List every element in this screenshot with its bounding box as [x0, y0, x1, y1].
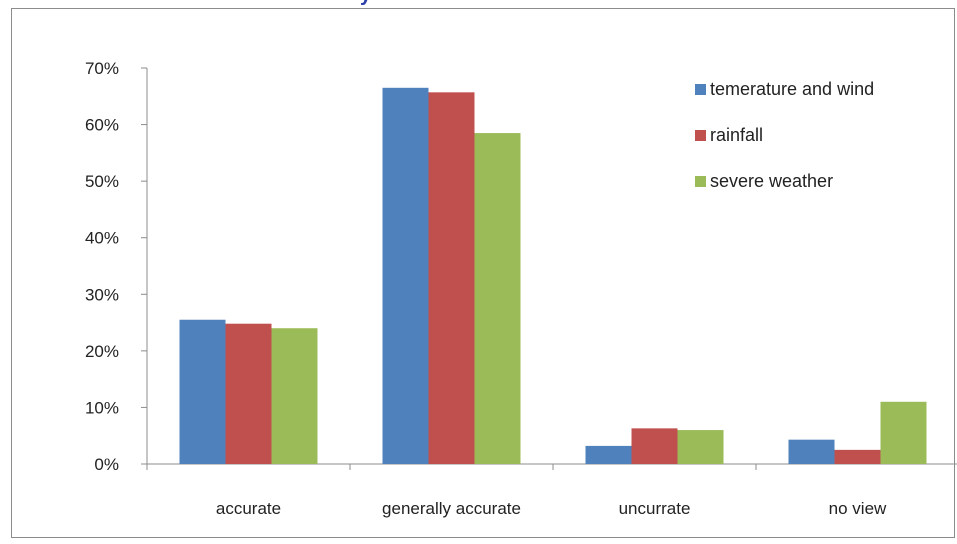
legend-label: rainfall: [710, 125, 763, 145]
axes: 0% 10% 20% 30% 40% 50% 60% 70% accurate generally…: [85, 59, 957, 518]
bar: [474, 133, 521, 465]
y-tick-label: 40%: [85, 229, 119, 248]
y-tick-label: 20%: [85, 342, 119, 361]
x-tick-label: no view: [829, 499, 887, 518]
chart-frame: [11, 8, 955, 538]
bar: [179, 319, 226, 464]
bar: [677, 430, 724, 464]
y-tick-label: 0%: [94, 455, 119, 474]
bar: [631, 428, 678, 464]
legend-label: temerature and wind: [710, 79, 874, 99]
bar: [585, 445, 632, 464]
y-tick-label: 60%: [85, 116, 119, 135]
x-tick-label: uncurrate: [619, 499, 691, 518]
bar: [834, 449, 881, 464]
bar: [382, 87, 429, 465]
bars: [179, 87, 927, 465]
x-tick-label: accurate: [216, 499, 281, 518]
x-tick-label: generally accurate: [382, 499, 521, 518]
legend: temerature and wind rainfall severe weathe…: [695, 79, 874, 191]
title-fragment-text: y: [360, 0, 400, 7]
y-tick-label: 70%: [85, 59, 119, 78]
bar: [788, 439, 835, 464]
y-tick-label: 50%: [85, 172, 119, 191]
legend-swatch: [695, 84, 706, 95]
legend-label: severe weather: [710, 171, 833, 191]
bar: [225, 323, 272, 464]
bar: [880, 401, 927, 464]
bar: [271, 328, 318, 464]
legend-swatch: [695, 130, 706, 141]
legend-swatch: [695, 176, 706, 187]
y-tick-label: 10%: [85, 398, 119, 417]
bar: [428, 92, 475, 464]
y-tick-label: 30%: [85, 285, 119, 304]
chart-title-fragment: y: [360, 0, 400, 8]
